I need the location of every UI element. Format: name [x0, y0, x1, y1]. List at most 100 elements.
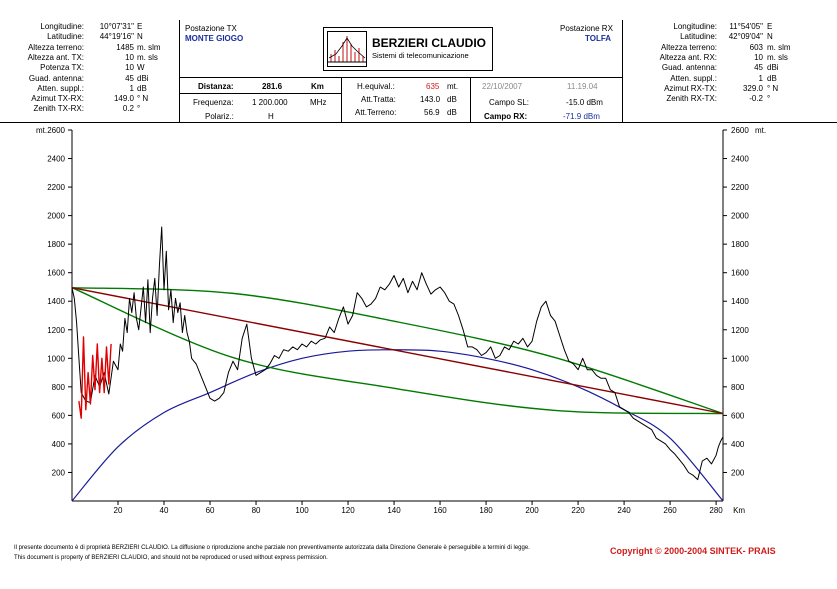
param-unit: m. sls [137, 52, 158, 62]
att-terreno-label: Att.Terreno: [355, 108, 397, 117]
link-row-border [179, 77, 623, 78]
param-unit: dB [137, 83, 147, 93]
distance-unit: Km [311, 82, 324, 91]
param-label: Potenza TX: [40, 63, 84, 73]
y-tick-label-right: 200 [731, 468, 745, 477]
param-value: 1485 [116, 42, 134, 52]
polarization-value: H [268, 112, 274, 121]
x-tick-label: 260 [663, 506, 677, 515]
param-unit: dB [767, 73, 777, 83]
param-label: Latitudine: [47, 32, 84, 42]
header-divider [622, 20, 623, 123]
param-unit: dBi [137, 73, 149, 83]
x-tick-label: 220 [571, 506, 585, 515]
frequency-value: 1 200.000 [252, 98, 288, 107]
report-date: 22/10/2007 [482, 82, 523, 91]
y-tick-label-right: 2600 [731, 126, 749, 135]
x-tick-label: 200 [525, 506, 539, 515]
y-tick-label-left: 600 [52, 411, 66, 420]
y-tick-label-left: 1200 [47, 326, 65, 335]
param-label: Longitudine: [40, 22, 84, 31]
param-unit: E [767, 22, 773, 31]
param-value: 1 [758, 73, 763, 83]
x-tick-label: 280 [709, 506, 723, 515]
heq-label: H.equival.: [357, 82, 395, 91]
y-tick-label-left: 1000 [47, 354, 65, 363]
heq-unit: mt. [447, 82, 459, 91]
tx-station-name: MONTE GIOGO [185, 34, 244, 43]
param-unit: ° N [767, 83, 779, 93]
terrain-profile-line [71, 226, 724, 481]
y-unit-right: mt. [755, 126, 766, 135]
x-unit-label: Km [733, 506, 745, 515]
y-tick-label-left: 200 [52, 468, 66, 477]
copyright: Copyright © 2000-2004 SINTEK- PRAIS [610, 546, 776, 556]
y-tick-label-left: 2000 [47, 212, 65, 221]
param-unit: dBi [767, 63, 779, 73]
y-tick-label-right: 1400 [731, 297, 749, 306]
param-label: Azimut RX-TX: [664, 83, 717, 93]
y-tick-label-right: 2200 [731, 183, 749, 192]
param-value: 42°09'04" [728, 32, 763, 42]
header-divider [179, 20, 180, 123]
y-tick-label-right: 2400 [731, 155, 749, 164]
param-label: Altezza ant. RX: [659, 52, 717, 62]
rx-parameters: Longitudine: 11°54'05" E Latitudine: 42°09'0… [623, 20, 837, 120]
tx-section-title: Postazione TX [185, 24, 237, 33]
y-tick-label-right: 1000 [731, 354, 749, 363]
param-value: 10 [754, 52, 763, 62]
tx-parameters: Longitudine: 10°07'31" E Latitudine: 44°19'1… [0, 20, 180, 120]
param-value: 0.2 [122, 104, 134, 114]
param-label: Guad. antenna: [28, 73, 84, 83]
frequency-unit: MHz [310, 98, 327, 107]
campo-sl-value: -15.0 dBm [566, 98, 603, 107]
param-label: Altezza terreno: [660, 42, 717, 52]
param-value: 44°19'16" [99, 32, 134, 42]
y-tick-label-left: 2200 [47, 183, 65, 192]
company-logo: BERZIERI CLAUDIO Sistemi di telecomunica… [323, 27, 493, 71]
campo-rx-value: -71.9 dBm [563, 112, 600, 121]
y-tick-label-left: 1600 [47, 269, 65, 278]
param-unit: m. slm [137, 42, 161, 52]
distance-label: Distanza: [198, 82, 234, 91]
y-tick-label-left: 400 [52, 440, 66, 449]
y-tick-label-left: 800 [52, 383, 66, 392]
reflection-zone-line [78, 336, 112, 419]
x-tick-label: 120 [341, 506, 355, 515]
logo-graph-icon [327, 31, 367, 67]
rx-station-name: TOLFA [585, 34, 612, 43]
y-tick-label-right: 400 [731, 440, 745, 449]
param-value: 10°07'31" [99, 22, 134, 31]
y-tick-label-left: 1800 [47, 240, 65, 249]
polarization-label: Polariz.: [205, 112, 234, 121]
param-label: Longitudine: [673, 22, 717, 31]
header-bottom-border [0, 122, 837, 123]
distance-value: 281.6 [262, 82, 283, 91]
y-tick-label-left: 1400 [47, 297, 65, 306]
y-tick-label-right: 1200 [731, 326, 749, 335]
param-value: -0.2 [749, 94, 763, 104]
att-terreno-value: 56.9 [424, 108, 440, 117]
x-tick-label: 60 [206, 506, 215, 515]
param-unit: m. sls [767, 52, 788, 62]
rx-section-title: Postazione RX [560, 24, 613, 33]
param-unit: N [767, 32, 773, 42]
x-tick-label: 40 [160, 506, 169, 515]
x-tick-label: 20 [114, 506, 123, 515]
earth-curvature-line [71, 349, 724, 502]
x-tick-label: 180 [479, 506, 493, 515]
param-unit: N [137, 32, 143, 42]
frequency-label: Frequenza: [193, 98, 234, 107]
param-value: 10 [125, 52, 134, 62]
y-tick-label-left: 2400 [47, 155, 65, 164]
param-unit: ° N [137, 94, 149, 104]
param-label: Azimut TX-RX: [31, 94, 84, 104]
param-unit: ° [767, 94, 771, 104]
y-tick-label-right: 1600 [731, 269, 749, 278]
param-value: 1 [129, 83, 134, 93]
param-label: Zenith RX-TX: [666, 94, 717, 104]
y-tick-label-right: 2000 [731, 212, 749, 221]
footer-legal-it: Il presente documento è di proprietà BER… [14, 545, 530, 551]
report-time: 11.19.04 [567, 82, 598, 91]
